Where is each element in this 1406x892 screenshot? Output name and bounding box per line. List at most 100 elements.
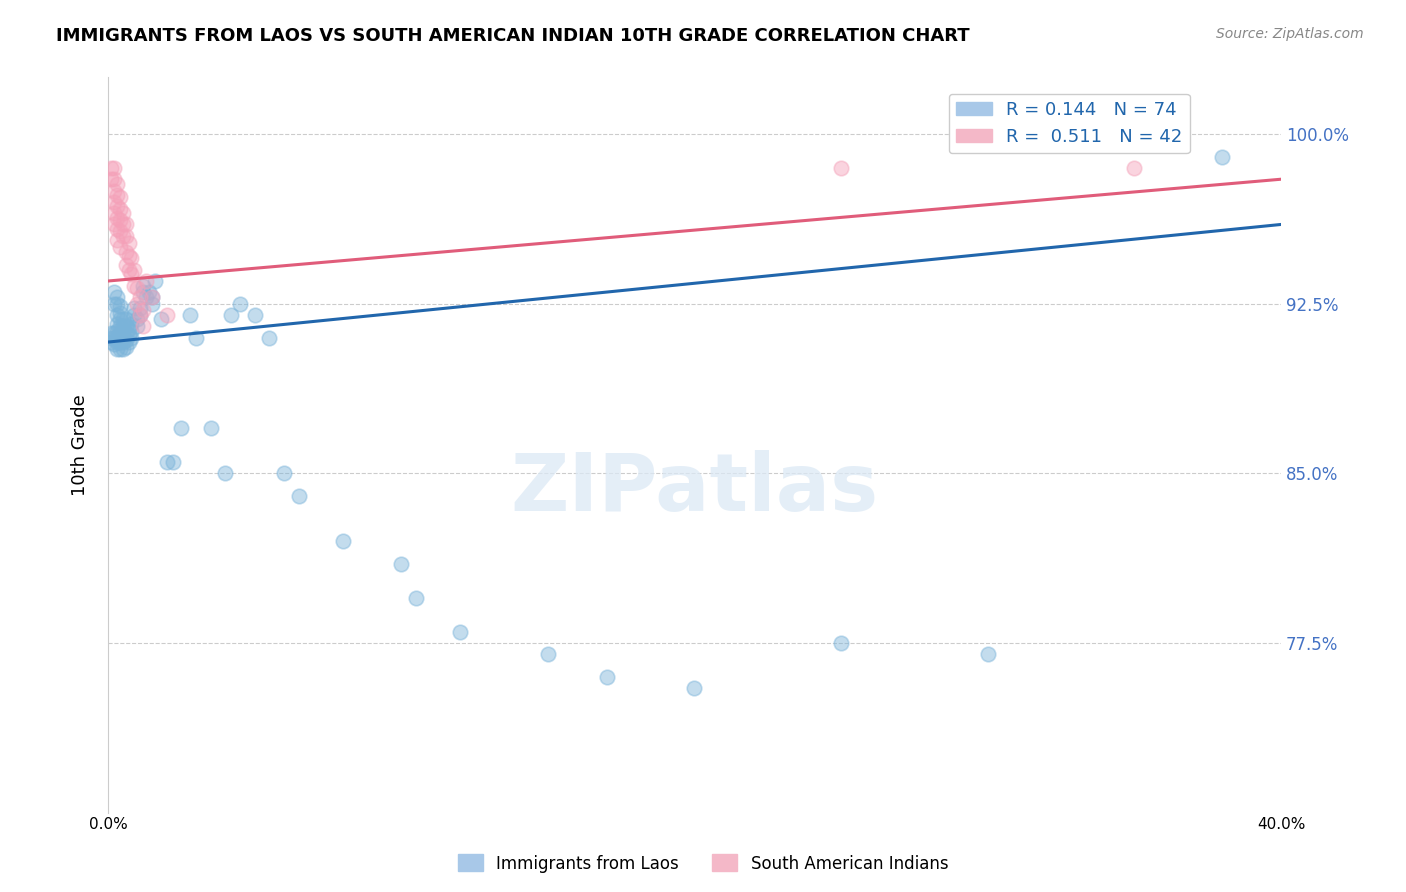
Point	[108, 312, 131, 326]
Point	[127, 296, 149, 310]
Point	[108, 326, 131, 340]
Point	[117, 235, 139, 250]
Point	[135, 274, 157, 288]
Point	[114, 228, 136, 243]
Point	[100, 330, 122, 344]
Point	[595, 670, 617, 684]
Point	[111, 312, 134, 326]
Point	[120, 252, 142, 266]
Point	[108, 190, 131, 204]
Point	[105, 222, 128, 236]
Point	[127, 312, 149, 326]
Text: Source: ZipAtlas.com: Source: ZipAtlas.com	[1216, 27, 1364, 41]
Point	[830, 636, 852, 650]
Point	[105, 233, 128, 247]
Point	[117, 262, 139, 277]
Point	[114, 218, 136, 232]
Point	[105, 296, 128, 310]
Point	[156, 308, 179, 322]
Point	[103, 218, 125, 232]
Point	[114, 340, 136, 354]
Point	[229, 296, 252, 310]
Point	[124, 262, 146, 277]
Point	[111, 326, 134, 340]
Point	[108, 330, 131, 344]
Point	[105, 324, 128, 338]
Point	[108, 334, 131, 349]
Point	[129, 308, 152, 322]
Text: IMMIGRANTS FROM LAOS VS SOUTH AMERICAN INDIAN 10TH GRADE CORRELATION CHART: IMMIGRANTS FROM LAOS VS SOUTH AMERICAN I…	[56, 27, 970, 45]
Point	[105, 290, 128, 304]
Point	[132, 319, 155, 334]
Point	[114, 312, 136, 326]
Point	[127, 281, 149, 295]
Point	[214, 467, 236, 481]
Point	[111, 218, 134, 232]
Point	[1211, 150, 1233, 164]
Point	[143, 274, 166, 288]
Point	[156, 455, 179, 469]
Point	[111, 319, 134, 334]
Point	[108, 306, 131, 320]
Point	[105, 317, 128, 331]
Point	[129, 301, 152, 315]
Point	[117, 321, 139, 335]
Point	[108, 299, 131, 313]
Point	[111, 330, 134, 344]
Point	[103, 161, 125, 175]
Text: ZIPatlas: ZIPatlas	[510, 450, 879, 528]
Point	[114, 326, 136, 340]
Point	[332, 534, 354, 549]
Point	[138, 285, 160, 300]
Point	[132, 303, 155, 318]
Point	[149, 312, 172, 326]
Point	[105, 211, 128, 225]
Point	[105, 177, 128, 191]
Point	[103, 296, 125, 310]
Point	[100, 334, 122, 349]
Point	[219, 308, 242, 322]
Point	[105, 334, 128, 349]
Point	[111, 334, 134, 349]
Point	[683, 681, 706, 695]
Point	[105, 188, 128, 202]
Point	[111, 206, 134, 220]
Legend: Immigrants from Laos, South American Indians: Immigrants from Laos, South American Ind…	[451, 847, 955, 880]
Point	[127, 319, 149, 334]
Point	[405, 591, 427, 605]
Point	[105, 330, 128, 344]
Point	[108, 202, 131, 216]
Point	[103, 206, 125, 220]
Point	[200, 421, 222, 435]
Point	[170, 421, 193, 435]
Point	[124, 301, 146, 315]
Point	[129, 290, 152, 304]
Point	[830, 161, 852, 175]
Point	[120, 330, 142, 344]
Point	[103, 172, 125, 186]
Point	[120, 267, 142, 281]
Point	[108, 342, 131, 356]
Point	[141, 290, 163, 304]
Point	[120, 317, 142, 331]
Point	[100, 172, 122, 186]
Point	[103, 194, 125, 209]
Point	[184, 330, 207, 344]
Point	[141, 290, 163, 304]
Point	[449, 624, 471, 639]
Y-axis label: 10th Grade: 10th Grade	[72, 394, 89, 496]
Point	[162, 455, 184, 469]
Point	[537, 647, 560, 661]
Point	[105, 342, 128, 356]
Point	[243, 308, 266, 322]
Legend: R = 0.144   N = 74, R =  0.511   N = 42: R = 0.144 N = 74, R = 0.511 N = 42	[949, 94, 1189, 153]
Point	[977, 647, 1000, 661]
Point	[273, 467, 295, 481]
Point	[114, 258, 136, 272]
Point	[108, 240, 131, 254]
Point	[100, 326, 122, 340]
Point	[132, 285, 155, 300]
Point	[111, 342, 134, 356]
Point	[114, 244, 136, 259]
Point	[179, 308, 201, 322]
